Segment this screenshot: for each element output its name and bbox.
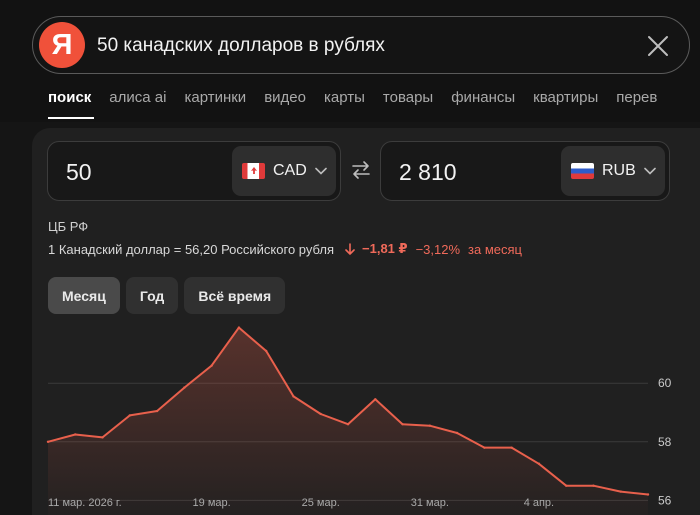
search-query[interactable]: 50 канадских долларов в рублях xyxy=(97,35,385,56)
data-point[interactable] xyxy=(128,414,132,417)
data-point[interactable] xyxy=(428,424,432,427)
x-tick-label: 25 мар. xyxy=(302,497,340,509)
to-amount-field[interactable]: 2 810 RUB xyxy=(380,141,670,201)
data-point[interactable] xyxy=(619,490,622,493)
period-year-button[interactable]: Год xyxy=(125,277,179,314)
search-box[interactable]: Я 50 канадских долларов в рублях xyxy=(32,16,690,74)
from-amount-value[interactable]: 50 xyxy=(66,159,92,185)
exchange-rate-line: 1 Канадский доллар = 56,20 Российского р… xyxy=(48,241,522,257)
close-icon[interactable] xyxy=(645,33,671,59)
data-point[interactable] xyxy=(183,386,186,389)
russia-flag-icon xyxy=(571,163,594,179)
data-point[interactable] xyxy=(510,446,513,449)
data-point[interactable] xyxy=(374,398,377,401)
tab-apartments[interactable]: квартиры xyxy=(533,89,599,106)
arrow-down-icon xyxy=(345,242,355,255)
chevron-down-icon xyxy=(314,167,327,175)
change-percent: −3,12% xyxy=(415,241,461,257)
tab-maps[interactable]: карты xyxy=(324,89,365,106)
rate-source: ЦБ РФ xyxy=(48,219,89,234)
x-tick-label: 19 мар. xyxy=(193,497,231,509)
period-all-time-button[interactable]: Всё время xyxy=(184,277,286,314)
data-point[interactable] xyxy=(101,436,104,439)
data-point[interactable] xyxy=(155,409,159,413)
period-month-button[interactable]: Месяц xyxy=(48,277,120,314)
data-point[interactable] xyxy=(592,484,595,487)
change-period: за месяц xyxy=(468,241,522,257)
tab-images[interactable]: картинки xyxy=(184,89,247,106)
swap-icon[interactable] xyxy=(350,160,372,180)
y-tick-label: 56 xyxy=(658,493,672,507)
data-point[interactable] xyxy=(537,462,541,465)
to-currency-code: RUB xyxy=(602,162,636,179)
data-point[interactable] xyxy=(292,395,295,398)
data-point[interactable] xyxy=(319,412,322,416)
tab-search[interactable]: поиск xyxy=(48,89,92,106)
x-tick-label: 31 мар. xyxy=(411,497,449,509)
change-absolute: −1,81 ₽ xyxy=(362,241,408,256)
yandex-logo[interactable]: Я xyxy=(39,22,85,68)
from-amount-field[interactable]: 50 CAD xyxy=(47,141,341,201)
top-bar: Я 50 канадских долларов в рублях поиск а… xyxy=(0,0,700,122)
x-tick-label: 4 апр. xyxy=(524,497,554,509)
data-point[interactable] xyxy=(483,446,486,449)
search-tabs: поиск алиса ai картинки видео карты това… xyxy=(48,89,700,119)
data-point[interactable] xyxy=(646,493,650,496)
data-point[interactable] xyxy=(237,326,241,329)
rate-text: 1 Канадский доллар = 56,20 Российского р… xyxy=(48,241,335,257)
data-point[interactable] xyxy=(455,431,459,435)
tab-translate[interactable]: перев xyxy=(616,89,658,106)
to-currency-select[interactable]: RUB xyxy=(561,146,665,196)
tab-video[interactable]: видео xyxy=(264,89,306,106)
data-point[interactable] xyxy=(401,423,404,426)
data-point[interactable] xyxy=(74,433,77,436)
data-point[interactable] xyxy=(264,349,268,353)
y-tick-label: 58 xyxy=(658,435,672,449)
data-point[interactable] xyxy=(46,440,50,443)
from-currency-code: CAD xyxy=(273,162,307,179)
rate-chart[interactable]: 56 58 60 11 мар. 2026 г. 19 мар. 25 мар. 31 ма… xyxy=(0,310,700,515)
from-currency-select[interactable]: CAD xyxy=(232,146,336,196)
data-point[interactable] xyxy=(210,364,213,367)
data-point[interactable] xyxy=(564,484,568,487)
tab-goods[interactable]: товары xyxy=(382,89,434,106)
active-tab-indicator xyxy=(48,117,94,119)
rate-change: −1,81 ₽ −3,12% за месяц xyxy=(344,241,522,257)
to-amount-value[interactable]: 2 810 xyxy=(399,159,457,185)
data-point[interactable] xyxy=(346,423,350,426)
canada-flag-icon xyxy=(242,163,265,179)
tab-finance[interactable]: финансы xyxy=(451,89,516,106)
tab-alice-ai[interactable]: алиса ai xyxy=(109,89,167,106)
y-tick-label: 60 xyxy=(658,376,672,390)
chevron-down-icon xyxy=(643,167,656,175)
rate-area xyxy=(48,327,648,515)
x-tick-label: 11 мар. 2026 г. xyxy=(48,497,122,509)
period-selector: Месяц Год Всё время xyxy=(48,277,286,314)
